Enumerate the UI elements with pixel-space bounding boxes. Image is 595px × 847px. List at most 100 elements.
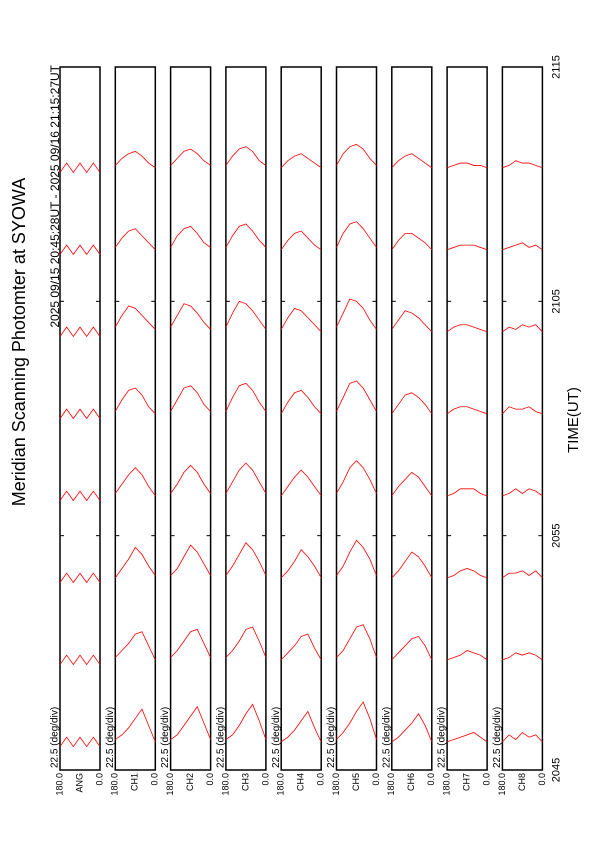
trace (446, 162, 488, 169)
chart-title: Meridian Scanning Photomter at SYOWA (9, 178, 29, 506)
trace (59, 572, 101, 584)
panel-frame (169, 66, 212, 771)
trace (446, 488, 488, 497)
panel-frame (59, 66, 101, 771)
y-tick-label: 180.0 (276, 773, 286, 796)
trace (391, 153, 433, 169)
trace (170, 303, 211, 330)
trace (115, 708, 156, 743)
trace (225, 703, 267, 740)
panel-frame (335, 66, 378, 771)
panel-name: CH4 (296, 773, 306, 791)
scale-label: 22.5 (deg/div) (160, 707, 171, 768)
trace (114, 228, 156, 251)
y-tick-label: 180.0 (331, 773, 341, 796)
y-tick-label: 0.0 (481, 773, 491, 786)
panel-name: CH8 (517, 773, 527, 791)
trace (114, 305, 156, 330)
panel-name: ANG (74, 773, 84, 793)
trace (170, 464, 211, 494)
trace (280, 633, 322, 661)
trace (336, 460, 377, 494)
trace (225, 626, 267, 658)
trace (280, 389, 322, 415)
trace (336, 701, 377, 740)
trace (280, 469, 322, 497)
trace (115, 150, 156, 169)
trace (225, 223, 267, 248)
trace (114, 467, 156, 497)
panel-frame (114, 66, 157, 771)
x-tick-label: 2105 (550, 289, 562, 313)
y-tick-label: 0.0 (94, 773, 104, 786)
trace (446, 324, 488, 333)
y-tick-label: 180.0 (110, 773, 120, 796)
trace (59, 162, 101, 174)
scale-label: 22.5 (deg/div) (105, 707, 116, 768)
subtitle: 2025 09/15 20:45:28UT - 2025 09/16 21:15… (48, 64, 62, 327)
x-tick-label: 2115 (550, 55, 562, 79)
scale-label: 22.5 (deg/div) (437, 707, 448, 768)
trace (446, 406, 488, 415)
trace (391, 392, 433, 415)
x-tick-label: 2055 (550, 523, 562, 547)
trace (336, 539, 377, 576)
trace (336, 221, 377, 248)
trace (59, 736, 101, 748)
trace (336, 143, 377, 166)
scale-label: 22.5 (deg/div) (216, 707, 227, 768)
scale-label: 22.5 (deg/div) (50, 707, 61, 768)
y-tick-label: 180.0 (441, 773, 451, 796)
scale-label: 22.5 (deg/div) (381, 707, 392, 768)
panel-name: CH3 (240, 773, 250, 791)
trace (225, 382, 267, 412)
x-axis-label: TIME(UT) (565, 387, 582, 453)
trace (502, 570, 543, 579)
trace (225, 146, 267, 166)
y-tick-label: 180.0 (386, 773, 396, 796)
trace (59, 244, 101, 256)
trace (114, 546, 156, 579)
trace (225, 462, 267, 494)
trace (502, 488, 543, 497)
trace (170, 705, 211, 740)
trace (446, 568, 488, 579)
panel-name: CH2 (185, 773, 195, 791)
panel-frame (225, 66, 267, 771)
trace (59, 490, 101, 502)
trace (502, 242, 543, 251)
trace (446, 650, 488, 661)
trace (115, 631, 156, 661)
trace (170, 225, 211, 248)
panel-frame (391, 66, 433, 771)
rotated-plot: Meridian Scanning Photomter at SYOWA 202… (9, 55, 582, 795)
y-tick-label: 0.0 (260, 773, 270, 786)
panel-frame (501, 66, 544, 771)
y-tick-label: 0.0 (150, 773, 160, 786)
trace (391, 635, 433, 661)
trace (336, 380, 377, 412)
trace (59, 326, 101, 338)
trace (502, 731, 543, 743)
y-tick-label: 180.0 (54, 773, 64, 796)
panel-name: CH1 (130, 773, 140, 791)
trace (280, 710, 322, 743)
trace (225, 300, 267, 330)
y-tick-label: 180.0 (220, 773, 230, 796)
y-tick-label: 0.0 (371, 773, 381, 786)
trace (391, 713, 433, 743)
scale-label: 22.5 (deg/div) (492, 707, 503, 768)
panel-name: CH7 (461, 773, 471, 791)
trace (336, 298, 377, 330)
trace (446, 732, 488, 743)
trace (446, 244, 488, 251)
trace (225, 542, 267, 576)
panel-name: CH6 (406, 773, 416, 791)
y-tick-label: 0.0 (205, 773, 215, 786)
scale-label: 22.5 (deg/div) (271, 707, 282, 768)
trace (391, 232, 433, 251)
trace (502, 324, 543, 333)
trace (336, 624, 377, 658)
scale-label: 22.5 (deg/div) (326, 707, 337, 768)
panel-frame (280, 66, 322, 771)
